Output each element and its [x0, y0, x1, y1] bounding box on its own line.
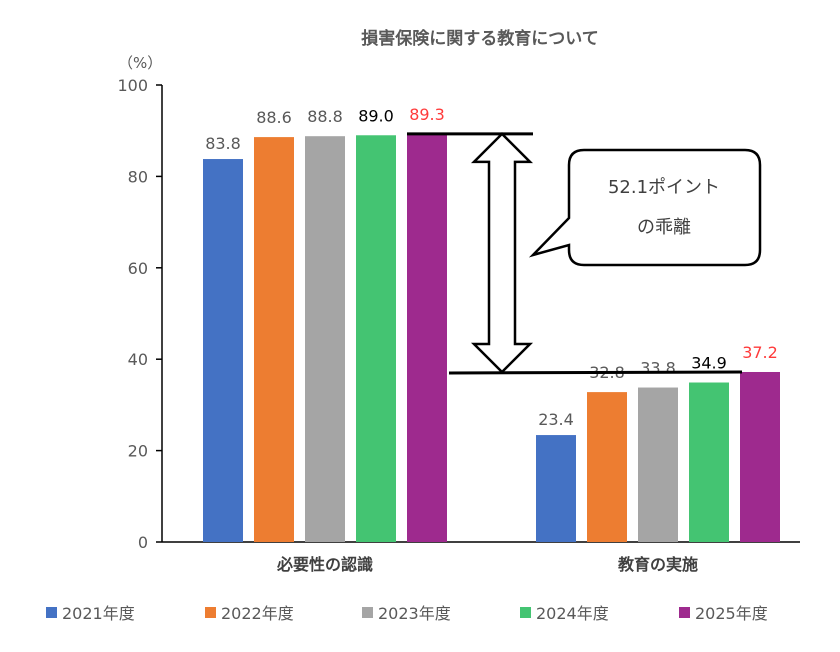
data-label: 88.8	[307, 107, 343, 126]
callout-text-line1: 52.1ポイント	[608, 177, 720, 198]
bar-2023年度	[305, 136, 345, 542]
data-label: 88.6	[256, 108, 292, 127]
legend-label: 2025年度	[695, 604, 768, 623]
data-label: 34.9	[691, 354, 727, 373]
bar-2021年度	[203, 159, 243, 542]
double-arrow-icon	[470, 132, 534, 374]
legend-swatch	[679, 607, 690, 618]
bar-2024年度	[689, 382, 729, 542]
data-label: 89.3	[409, 105, 445, 124]
y-tick-label: 20	[128, 442, 148, 461]
y-tick-label: 100	[117, 76, 148, 95]
reference-line-bottom	[448, 370, 743, 375]
legend-label: 2021年度	[62, 604, 135, 623]
y-axis-unit: （%）	[118, 54, 162, 72]
data-label: 23.4	[538, 410, 574, 429]
category-label: 教育の実施	[618, 555, 698, 574]
y-tick-label: 80	[128, 167, 148, 186]
data-label: 83.8	[205, 134, 241, 153]
legend-label: 2023年度	[378, 604, 451, 623]
y-tick-label: 60	[128, 259, 148, 278]
bar-2023年度	[638, 387, 678, 542]
y-tick-label: 0	[138, 533, 148, 552]
data-label: 89.0	[358, 106, 394, 125]
bar-2025年度	[740, 371, 780, 542]
data-label: 33.8	[640, 359, 676, 378]
legend-label: 2024年度	[536, 604, 609, 623]
legend-swatch	[205, 607, 216, 618]
bar-2022年度	[254, 137, 294, 542]
bar-2024年度	[356, 135, 396, 542]
data-label: 37.2	[742, 343, 778, 362]
legend-swatch	[362, 607, 373, 618]
bar-2022年度	[587, 392, 627, 542]
callout-text-line2: の乖離	[637, 217, 691, 238]
callout-bubble	[528, 148, 762, 267]
legend-swatch	[520, 607, 531, 618]
legend-label: 2022年度	[221, 604, 294, 623]
chart-title: 損害保険に関する教育について	[361, 28, 599, 49]
legend-swatch	[46, 607, 57, 618]
y-tick-label: 40	[128, 350, 148, 369]
bar-2021年度	[536, 435, 576, 542]
category-label: 必要性の認識	[276, 555, 373, 574]
bar-2025年度	[407, 133, 447, 543]
